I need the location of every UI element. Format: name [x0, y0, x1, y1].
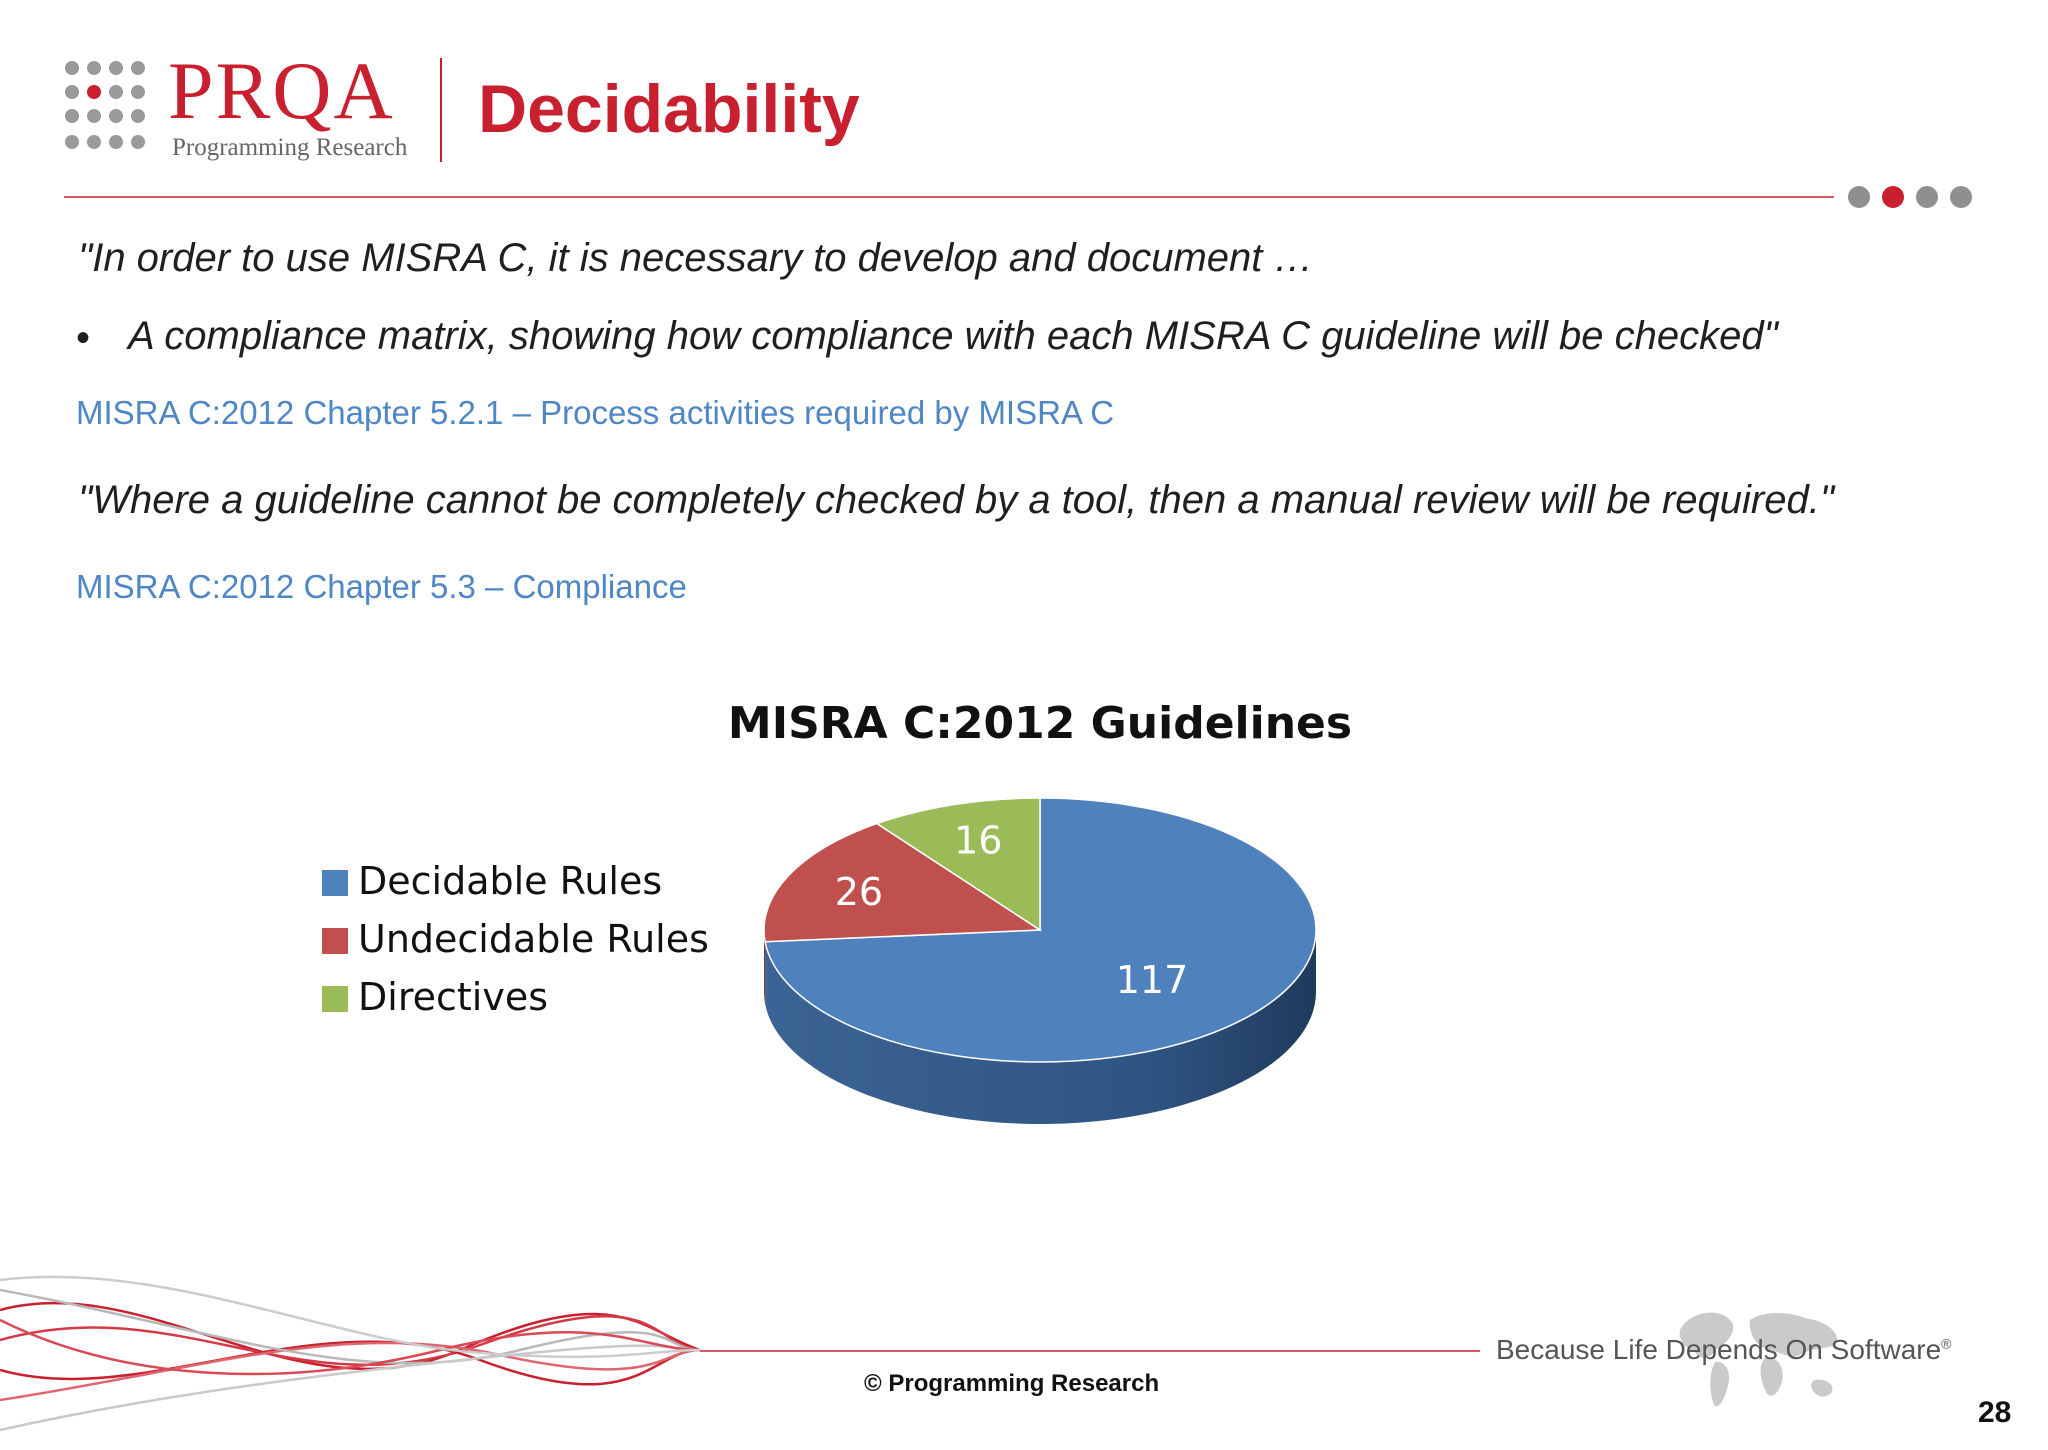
logo-dot-grid-icon: [65, 61, 145, 149]
bullet-marker: •: [76, 316, 91, 360]
chart-legend: Decidable Rules Undecidable Rules Directiv…: [322, 859, 709, 1019]
legend-label-undecidable-rules: Undecidable Rules: [358, 917, 709, 961]
page-number: 28: [1978, 1396, 2012, 1429]
tagline: Because Life Depends On Software®: [1496, 1334, 1952, 1365]
pie-data-labels: 117 26 16: [835, 819, 1189, 1002]
legend-label-directives: Directives: [358, 975, 548, 1019]
copyright-notice: © Programming Research: [864, 1370, 1160, 1397]
logo-subtitle: Programming Research: [172, 134, 408, 161]
pie-side-decidable-rules: [765, 930, 1316, 1124]
logo-wordmark: PRQA: [168, 45, 395, 136]
pie-side-wall: [764, 930, 1316, 1124]
reference-chapter-5-3: MISRA C:2012 Chapter 5.3 – Compliance: [76, 568, 687, 605]
pie-side-undecidable-rules: [764, 930, 766, 1004]
page-title: Decidability: [478, 71, 860, 147]
footer-wave-decoration: [0, 1275, 701, 1432]
footer-rule: [700, 1350, 1480, 1352]
pie-slice-directives: [875, 797, 1041, 932]
title-divider: [440, 58, 442, 162]
quote-manual-review: "Where a guideline cannot be completely …: [78, 478, 1835, 522]
data-label-directives: 16: [954, 819, 1002, 863]
pie-slices: [763, 797, 1317, 1063]
reference-chapter-5-2-1: MISRA C:2012 Chapter 5.2.1 – Process act…: [76, 394, 1115, 431]
quote-compliance-matrix: A compliance matrix, showing how complia…: [128, 314, 1778, 358]
legend-swatch-directives: [322, 986, 348, 1012]
legend-label-decidable-rules: Decidable Rules: [358, 859, 662, 903]
pie-slice-undecidable-rules: [763, 822, 1043, 943]
quote-misra-compliance: "In order to use MISRA C, it is necessar…: [78, 236, 1314, 280]
header-rule: [64, 196, 1834, 198]
world-map-icon: [1679, 1312, 1837, 1407]
data-label-decidable-rules: 117: [1116, 958, 1189, 1002]
legend-swatch-undecidable-rules: [322, 928, 348, 954]
header-dots-icon: [1848, 186, 1972, 208]
legend-swatch-decidable-rules: [322, 870, 348, 896]
chart-title: MISRA C:2012 Guidelines: [728, 698, 1352, 749]
data-label-undecidable-rules: 26: [835, 870, 883, 914]
guidelines-pie-chart: MISRA C:2012 Guidelines Decidable Rules U…: [322, 698, 1352, 1124]
